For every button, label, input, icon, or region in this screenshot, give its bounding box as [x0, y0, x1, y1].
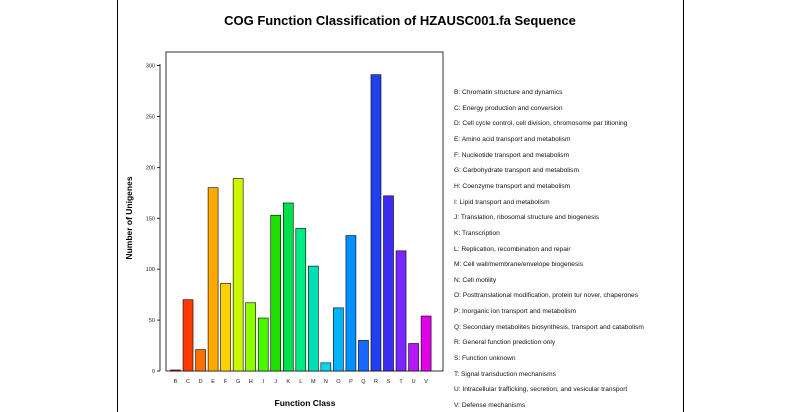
legend-item: B: Chromatin structure and dynamics: [454, 89, 563, 96]
bars: [170, 74, 432, 372]
y-tick-label: 50: [149, 318, 155, 324]
legend-item: M: Cell wall/membrane/envelope biogenesi…: [454, 261, 584, 269]
bar-F: [220, 283, 231, 372]
x-tick-label: P: [349, 379, 353, 385]
legend-item: U: Intracellular trafficking, secretion,…: [454, 386, 628, 394]
bar-E: [207, 187, 219, 372]
legend-item: V: Defense mechanisms: [454, 402, 526, 409]
y-tick-label: 150: [146, 216, 155, 222]
x-tick-label: M: [311, 379, 316, 385]
legend-item: R: General function prediction only: [454, 339, 556, 347]
bar-P: [345, 235, 357, 372]
y-tick-label: 250: [146, 114, 155, 120]
x-tick-label: G: [236, 379, 240, 385]
legend-item: S: Function unknown: [454, 355, 516, 363]
x-tick-label: U: [412, 379, 416, 385]
legend-item: O: Posttranslational modification, prote…: [454, 292, 638, 300]
x-axis-ticks: B C D E F G H I J K L M N O P Q R S T U V: [174, 379, 429, 385]
legend-item: L: Replication, recombination and repair: [454, 245, 571, 253]
legend-item: G: Carbohydrate transport and metabolism: [454, 167, 579, 175]
y-axis-ticks: 0 50 100 150 200 250 300: [146, 64, 160, 375]
bar-T: [395, 250, 407, 372]
legend-item: I: Lipid transport and metabolism: [454, 198, 550, 206]
x-tick-label: B: [174, 379, 178, 385]
y-tick-label: 300: [146, 64, 155, 70]
bar-U: [408, 343, 419, 372]
legend-item: E: Amino acid transport and metabolism: [454, 135, 571, 143]
y-axis-label: Number of Unigenes: [124, 176, 134, 259]
chart-title: COG Function Classification of HZAUSC001…: [224, 13, 576, 28]
x-tick-label: I: [262, 379, 264, 385]
x-tick-label: D: [199, 379, 203, 385]
bar-M: [308, 265, 319, 372]
x-tick-label: K: [286, 379, 290, 385]
x-tick-label: Q: [361, 379, 366, 385]
bar-O: [333, 307, 344, 372]
x-tick-label: J: [274, 379, 277, 385]
bar-Q: [358, 340, 369, 372]
bar-L: [295, 228, 307, 372]
right-border-line: [683, 0, 684, 412]
legend-item: D: Cell cycle control, cell division, ch…: [454, 120, 628, 128]
x-tick-label: T: [399, 379, 403, 385]
y-tick-label: 0: [152, 369, 155, 375]
bar-G: [232, 178, 244, 372]
legend-item: K: Transcription: [454, 229, 500, 237]
x-tick-label: E: [211, 379, 215, 385]
bar-B: [170, 369, 181, 372]
bar-S: [383, 195, 394, 372]
legend-item: T: Signal transduction mechanisms: [454, 370, 556, 378]
x-tick-label: O: [336, 379, 341, 385]
legend-item: H: Coenzyme transport and metabolism: [454, 182, 571, 190]
legend-item: P: Inorganic ion transport and metabolis…: [454, 308, 577, 316]
x-axis-label: Function Class: [275, 398, 336, 408]
x-tick-label: H: [249, 379, 253, 385]
legend-item: C: Energy production and conversion: [454, 104, 563, 112]
bar-J: [270, 214, 282, 372]
x-tick-label: V: [424, 379, 428, 385]
x-tick-label: N: [324, 379, 328, 385]
x-tick-label: F: [224, 379, 228, 385]
bar-N: [320, 362, 332, 372]
bar-H: [245, 302, 256, 372]
bar-I: [257, 317, 269, 372]
bar-R: [370, 74, 382, 372]
bar-K: [282, 202, 294, 372]
legend-item: J: Translation, ribosomal structure and …: [454, 214, 600, 222]
legend-item: Q: Secondary metabolites biosynthesis, t…: [454, 323, 644, 331]
bar-V: [420, 315, 432, 372]
legend-item: N: Cell motility: [454, 276, 497, 284]
y-tick-label: 200: [146, 165, 155, 171]
x-tick-label: L: [299, 379, 302, 385]
left-border-line: [117, 0, 118, 412]
y-tick-label: 100: [146, 267, 155, 273]
x-tick-label: S: [387, 379, 391, 385]
bar-C: [182, 299, 194, 372]
x-tick-label: C: [186, 379, 190, 385]
legend-item: F: Nucleotide transport and metabolism: [454, 151, 570, 159]
bar-D: [195, 349, 206, 372]
x-tick-label: R: [374, 379, 378, 385]
